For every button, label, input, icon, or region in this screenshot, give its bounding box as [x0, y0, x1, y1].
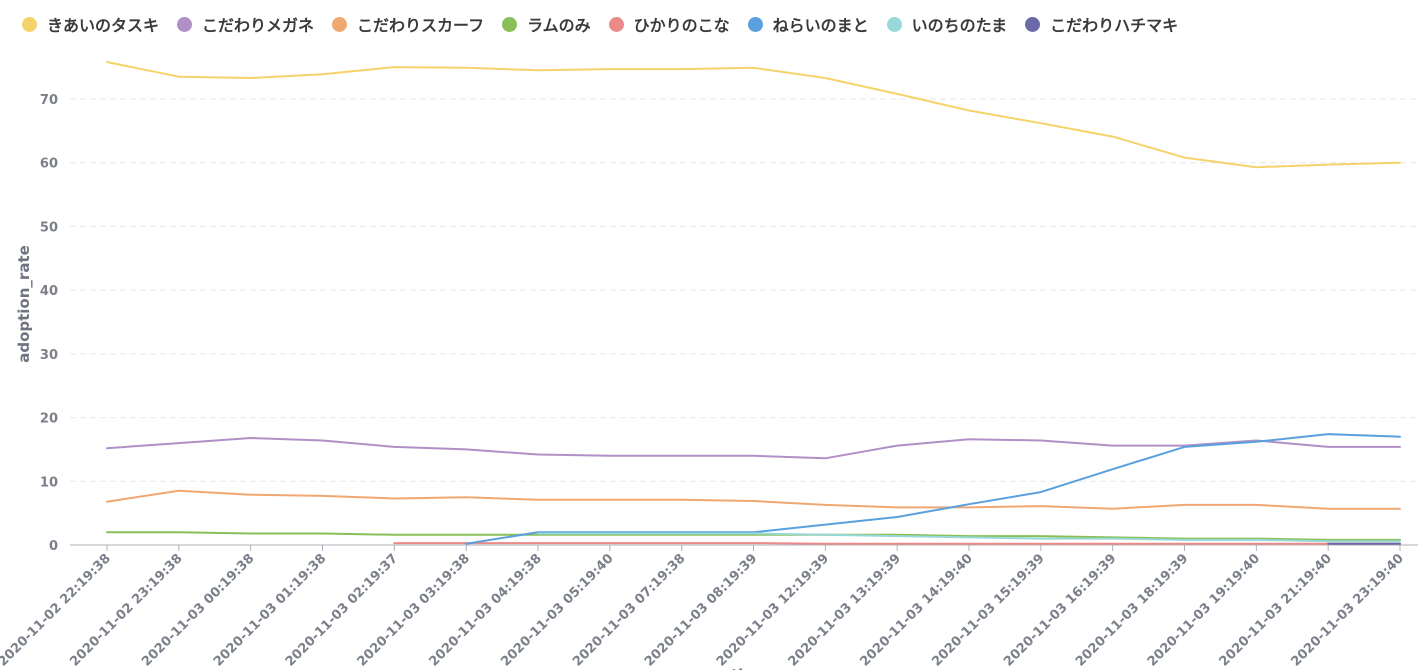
legend-label: ラムのみ [527, 16, 591, 35]
series-line[interactable] [465, 433, 1401, 545]
series-lines [106, 61, 1401, 545]
series-line[interactable] [106, 489, 1401, 510]
x-axis-title: time [731, 666, 769, 670]
legend-label: いのちのたま [911, 16, 1008, 35]
legend-label: きあいのタスキ [47, 16, 160, 35]
y-tick-label: 70 [40, 93, 58, 108]
series-line[interactable] [106, 531, 1401, 541]
legend-label: ひかりのこな [633, 16, 730, 35]
legend-swatch [886, 16, 902, 32]
legend-item[interactable]: きあいのタスキ [22, 12, 159, 36]
chart-legend: きあいのタスキ こだわりメガネ こだわりスカーフ ラムのみ ひかりのこな ねらいのまと いの… [22, 12, 1196, 36]
series-line[interactable] [106, 61, 1401, 169]
legend-swatch [1025, 16, 1041, 32]
y-tick-label: 20 [40, 412, 58, 427]
legend-swatch [332, 16, 348, 32]
legend-item[interactable]: いのちのたま [886, 12, 1008, 36]
legend-swatch [747, 16, 763, 32]
y-tick-label: 30 [40, 348, 58, 363]
y-tick-label: 40 [40, 284, 58, 299]
legend-swatch [608, 16, 624, 32]
y-axis-title: adoption_rate [15, 245, 33, 363]
legend-item[interactable]: ひかりのこな [608, 12, 730, 36]
legend-label: こだわりメガネ [202, 16, 315, 35]
legend-item[interactable]: ラムのみ [502, 12, 591, 36]
legend-label: ねらいのまと [772, 16, 869, 35]
y-axis-ticks: 0 10 20 30 40 50 60 70 [40, 93, 58, 554]
legend-item[interactable]: こだわりメガネ [177, 12, 314, 36]
series-line[interactable] [393, 542, 1401, 545]
legend-swatch [502, 16, 518, 32]
series-line[interactable] [537, 532, 1401, 543]
legend-swatch [177, 16, 193, 32]
legend-label: こだわりスカーフ [357, 16, 485, 35]
legend-swatch [22, 16, 37, 32]
y-tick-label: 0 [49, 539, 58, 554]
legend-item[interactable]: こだわりハチマキ [1025, 12, 1178, 36]
y-tick-label: 60 [40, 157, 58, 172]
y-tick-label: 50 [40, 220, 58, 235]
y-tick-label: 10 [40, 475, 58, 490]
legend-item[interactable]: ねらいのまと [747, 12, 869, 36]
series-line[interactable] [106, 437, 1401, 460]
legend-label: こだわりハチマキ [1050, 16, 1179, 35]
grid-lines [70, 98, 1418, 482]
legend-item[interactable]: こだわりスカーフ [332, 12, 484, 36]
x-tick-label: 2020-11-02 22:19:38 [0, 551, 114, 669]
